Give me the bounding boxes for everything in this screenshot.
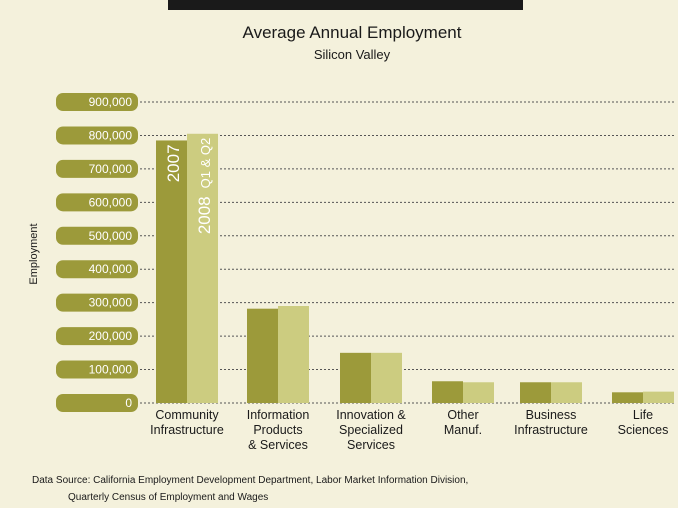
y-tick-label: 800,000 xyxy=(89,128,133,142)
category-label: Infrastructure xyxy=(150,423,224,437)
bar xyxy=(643,391,674,403)
y-tick-label: 100,000 xyxy=(89,363,133,377)
y-tick-badge xyxy=(56,293,138,312)
category-label: Sciences xyxy=(618,423,669,437)
bars xyxy=(156,133,674,403)
y-tick: 100,000 xyxy=(56,360,138,379)
y-tick-labels: 900,000 800,000 700,000 600,000 500,000 400,0… xyxy=(56,93,138,412)
y-tick-label: 600,000 xyxy=(89,195,133,209)
source-line-2: Quarterly Census of Employment and Wages xyxy=(68,492,268,503)
y-tick-badge xyxy=(56,193,138,212)
category-label: Life xyxy=(633,408,653,422)
bar-label-2008-year: 2008 xyxy=(195,196,214,234)
header-band xyxy=(168,0,523,10)
bar xyxy=(520,382,551,403)
category-label: Other xyxy=(447,408,478,422)
bar-labels: 2007 2008 Q1 & Q2 xyxy=(164,138,214,234)
y-tick: 300,000 xyxy=(56,293,138,312)
category-label: Innovation & xyxy=(336,408,406,422)
y-tick: 800,000 xyxy=(56,126,138,145)
y-tick: 400,000 xyxy=(56,260,138,279)
y-axis-label: Employment xyxy=(28,223,40,284)
category-label: Services xyxy=(347,438,395,452)
y-tick: 600,000 xyxy=(56,193,138,212)
bar xyxy=(432,381,463,403)
chart-title: Average Annual Employment xyxy=(243,23,462,42)
y-tick-badge xyxy=(56,159,138,178)
category-label: Infrastructure xyxy=(514,423,588,437)
source-line-1: Data Source: California Employment Devel… xyxy=(32,475,468,486)
bar xyxy=(551,382,582,403)
category-label: Specialized xyxy=(339,423,403,437)
bar xyxy=(278,306,309,403)
y-tick-badge xyxy=(56,226,138,245)
y-tick-label: 200,000 xyxy=(89,329,133,343)
bar-label-2008-prefix: Q1 & Q2 xyxy=(198,138,213,189)
y-tick-badge xyxy=(56,93,138,111)
y-tick-label: 700,000 xyxy=(89,162,133,176)
y-tick-badge xyxy=(56,260,138,279)
bar xyxy=(187,133,218,403)
category-label: Manuf. xyxy=(444,423,482,437)
category-label: Community xyxy=(155,408,219,422)
y-tick-badge xyxy=(56,327,138,346)
y-tick: 700,000 xyxy=(56,159,138,178)
grid-lines xyxy=(140,101,676,404)
bar xyxy=(463,382,494,403)
y-tick-badge xyxy=(56,394,138,412)
bar xyxy=(247,308,278,403)
category-label: Information xyxy=(247,408,310,422)
category-label: Products xyxy=(253,423,302,437)
category-label: Business xyxy=(526,408,577,422)
y-tick-badge xyxy=(56,360,138,379)
y-tick: 200,000 xyxy=(56,327,138,346)
y-tick-label: 400,000 xyxy=(89,262,133,276)
chart-subtitle: Silicon Valley xyxy=(314,47,391,62)
bar-label-2007: 2007 xyxy=(164,144,183,182)
bar xyxy=(156,140,187,403)
y-tick: 500,000 xyxy=(56,226,138,245)
category-label: & Services xyxy=(248,438,308,452)
bar xyxy=(371,352,402,403)
y-tick-label: 500,000 xyxy=(89,229,133,243)
y-tick: 0 xyxy=(56,394,138,412)
bar-label-2008: 2008 Q1 & Q2 xyxy=(195,138,214,234)
y-tick-badge xyxy=(56,126,138,145)
y-tick-label: 0 xyxy=(125,396,132,410)
bar xyxy=(612,392,643,403)
y-tick: 900,000 xyxy=(56,93,138,111)
category-labels: CommunityInfrastructureInformationProduc… xyxy=(150,408,668,452)
bar xyxy=(340,352,371,403)
y-tick-label: 900,000 xyxy=(89,95,133,109)
y-tick-label: 300,000 xyxy=(89,296,133,310)
